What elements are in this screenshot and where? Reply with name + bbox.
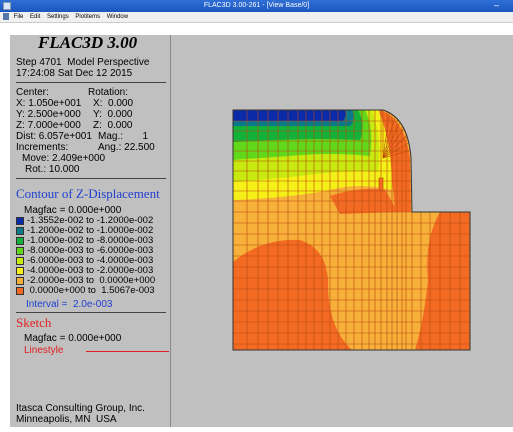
document-icon[interactable] — [3, 12, 9, 20]
mesh-line-radial — [382, 110, 390, 159]
legend-label: -6.0000e-003 to -4.0000e-003 — [27, 255, 154, 266]
separator — [16, 312, 166, 313]
rotation-z: Z: 0.000 — [93, 120, 133, 131]
move-value: Move: 2.409e+000 — [22, 153, 106, 164]
mesh-line-radial — [382, 123, 408, 159]
legend-label: -2.0000e-003 to 0.0000e+000 — [27, 275, 156, 286]
title-bar: FLAC3D 3.00-261 - [View Base/0] – — [0, 0, 513, 12]
sketch-title: Sketch — [16, 315, 52, 330]
menu-window[interactable]: Window — [106, 14, 129, 20]
legend-label: 0.0000e+000 to 1.5067e-003 — [27, 285, 155, 296]
legend-label: -1.0000e-002 to -8.0000e-003 — [27, 235, 154, 246]
separator — [16, 178, 166, 179]
legend-label: -1.2000e-002 to -1.0000e-002 — [27, 225, 154, 236]
contour-band — [415, 212, 470, 350]
rotation-x: X: 0.000 — [93, 98, 134, 109]
legend-label: -4.0000e-003 to -2.0000e-003 — [27, 265, 154, 276]
contour-fill-group — [233, 110, 470, 350]
linestyle-label: Linestyle — [24, 345, 64, 356]
model-frame — [232, 109, 471, 351]
contour-magfac: Magfac = 0.000e+000 — [24, 205, 122, 216]
legend-swatch — [16, 277, 24, 285]
legend-label: -1.3552e-002 to -1.2000e-002 — [27, 215, 154, 226]
center-x: X: 1.050e+001 — [16, 98, 82, 109]
step-line: Step 4701 Model Perspective — [16, 57, 150, 68]
legend-swatch — [16, 237, 24, 245]
increments-label: Increments: — [16, 142, 69, 153]
window-title: FLAC3D 3.00-261 - [View Base/0] — [203, 2, 310, 9]
mesh-detail — [378, 177, 384, 191]
center-y: Y: 2.500e+000 — [16, 109, 81, 120]
footer-location: Minneapolis, MN USA — [16, 414, 117, 425]
dist-value: Dist: 6.057e+001 — [16, 131, 92, 142]
mesh-line-radial — [382, 113, 397, 159]
legend-swatch — [16, 247, 24, 255]
rot-value: Rot.: 10.000 — [25, 164, 80, 175]
menu-edit[interactable]: Edit — [30, 14, 41, 20]
linestyle-sample — [86, 351, 169, 352]
legend-swatch — [16, 257, 24, 265]
mag-value: Mag.: 1 — [98, 131, 149, 142]
separator — [16, 82, 166, 83]
rotation-label: Rotation: — [88, 87, 129, 98]
rotation-y: Y: 0.000 — [93, 109, 133, 120]
menu-file[interactable]: File — [13, 14, 24, 20]
app-title: FLAC3D 3.00 — [38, 33, 138, 52]
center-z: Z: 7.000e+000 — [16, 120, 81, 131]
sketch-magfac: Magfac = 0.000e+000 — [24, 333, 122, 344]
menu-bar: File Edit Settings Plotitems Window — [0, 12, 513, 23]
legend-swatch — [16, 227, 24, 235]
minimize-button[interactable]: – — [493, 0, 499, 10]
legend-panel: FLAC3D 3.00 Step 4701 Model Perspective … — [10, 33, 171, 427]
footer-company: Itasca Consulting Group, Inc. — [16, 403, 145, 414]
center-label: Center: — [16, 87, 49, 98]
menu-settings[interactable]: Settings — [47, 14, 69, 20]
app-icon[interactable] — [3, 2, 11, 10]
legend-swatch — [16, 267, 24, 275]
contour-band — [233, 110, 346, 121]
model-viewport[interactable] — [171, 35, 513, 427]
mesh-line-radial — [382, 117, 403, 159]
model-plot — [232, 109, 471, 351]
ang-value: Ang.: 22.500 — [98, 142, 155, 153]
legend-label: -8.0000e-003 to -6.0000e-003 — [27, 245, 154, 256]
menu-plotitems[interactable]: Plotitems — [75, 14, 101, 20]
date-line: 17:24:08 Sat Dec 12 2015 — [16, 68, 133, 79]
contour-title: Contour of Z-Displacement — [16, 186, 160, 201]
contour-interval: Interval = 2.0e-003 — [26, 299, 113, 310]
legend-swatch — [16, 287, 24, 295]
legend-swatch — [16, 217, 24, 225]
